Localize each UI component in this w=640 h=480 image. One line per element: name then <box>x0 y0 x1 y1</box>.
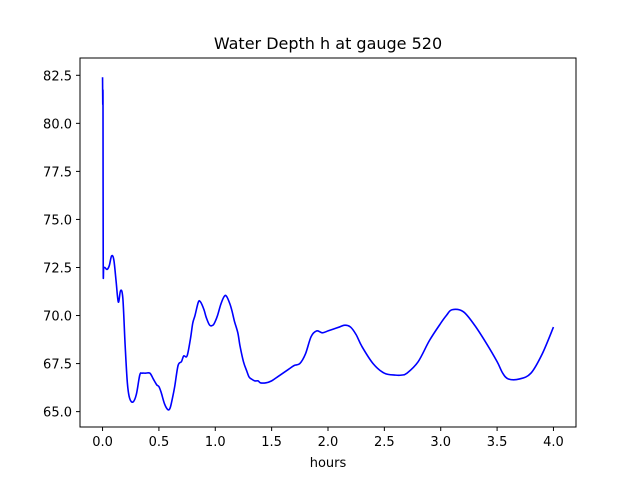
x-tick-label: 3.5 <box>487 435 508 450</box>
x-tick-label: 1.5 <box>261 435 282 450</box>
x-axis: 0.0 0.5 1.0 1.5 2.0 2.5 3.0 3.5 4.0 <box>92 427 564 450</box>
x-tick-label: 2.5 <box>374 435 395 450</box>
x-tick-label: 3.0 <box>430 435 451 450</box>
y-tick-label: 77.5 <box>43 165 72 180</box>
axes-frame <box>79 57 577 428</box>
y-tick-label: 82.5 <box>43 69 72 84</box>
x-tick-label: 0.0 <box>92 435 113 450</box>
x-tick-label: 4.0 <box>543 435 564 450</box>
x-tick-label: 0.5 <box>149 435 170 450</box>
y-tick-label: 65.0 <box>43 406 72 421</box>
x-tick-label: 1.0 <box>205 435 226 450</box>
y-axis: 65.0 67.5 70.0 72.5 75.0 77.5 80.0 82.5 <box>43 69 80 421</box>
chart-title: Water Depth h at gauge 520 <box>214 34 442 53</box>
series-line <box>101 77 555 411</box>
x-tick-label: 2.0 <box>318 435 339 450</box>
y-tick-label: 80.0 <box>43 117 72 132</box>
y-tick-label: 67.5 <box>43 358 72 373</box>
y-tick-label: 72.5 <box>43 261 72 276</box>
plot-area <box>101 77 555 411</box>
y-tick-label: 75.0 <box>43 213 72 228</box>
x-axis-label: hours <box>310 456 347 471</box>
y-tick-label: 70.0 <box>43 310 72 325</box>
